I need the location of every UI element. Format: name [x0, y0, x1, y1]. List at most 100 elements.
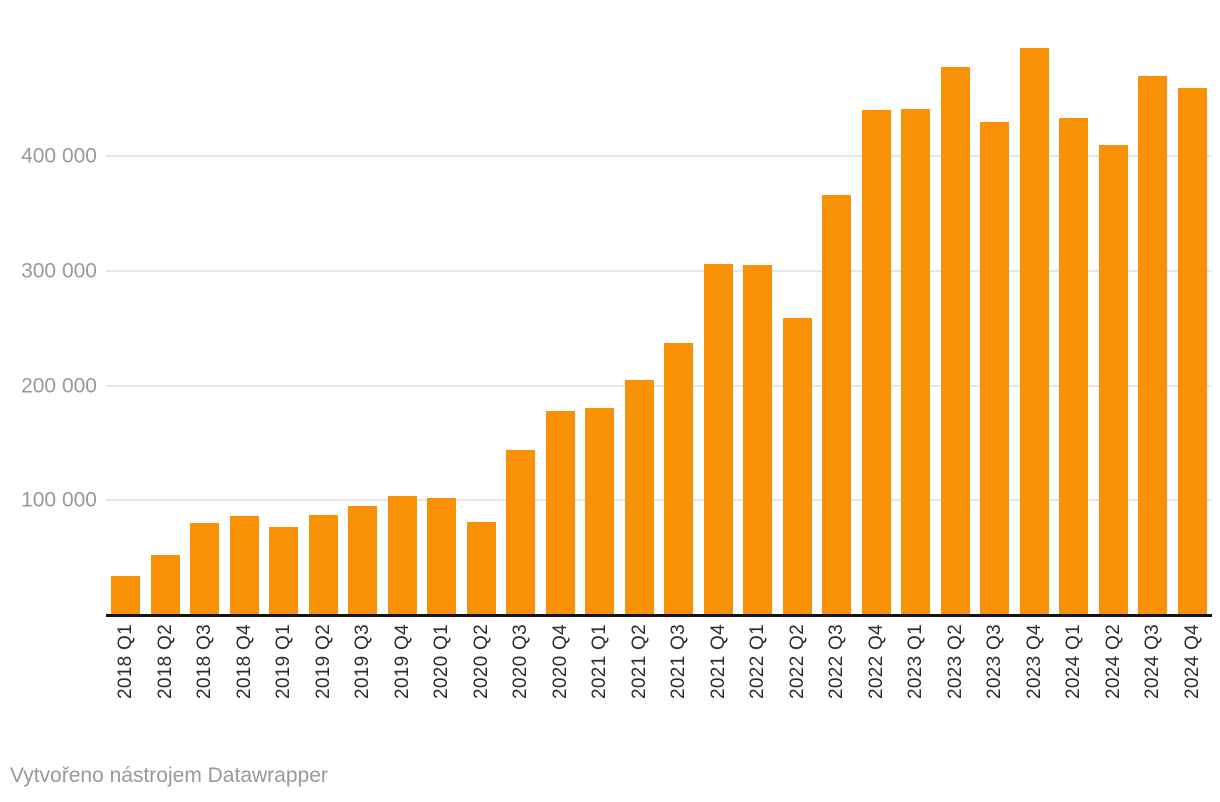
x-tick-label: 2022 Q1: [747, 624, 769, 699]
x-tick-label: 2019 Q3: [352, 624, 374, 699]
x-tick-cell: 2024 Q4: [1173, 624, 1213, 699]
x-tick-label: 2021 Q3: [668, 624, 690, 699]
x-tick-label: 2023 Q4: [1023, 624, 1045, 699]
bar-cell: [659, 0, 699, 615]
x-tick-label: 2020 Q4: [549, 624, 571, 699]
bar-2020-Q3: [506, 449, 536, 615]
bar-cell: [225, 0, 265, 615]
bar-cell: [699, 0, 739, 615]
x-tick-cell: 2020 Q4: [541, 624, 581, 699]
x-tick-label: 2020 Q1: [431, 624, 453, 699]
bar-cell: [1133, 0, 1173, 615]
x-tick-label: 2018 Q2: [154, 624, 176, 699]
x-tick-cell: 2024 Q1: [1054, 624, 1094, 699]
x-tick-cell: 2020 Q3: [501, 624, 541, 699]
x-tick-cell: 2018 Q2: [146, 624, 186, 699]
x-tick-label: 2018 Q1: [115, 624, 137, 699]
gridline-400000: [106, 155, 1212, 157]
x-tick-label: 2023 Q1: [905, 624, 927, 699]
x-tick-label: 2021 Q1: [589, 624, 611, 699]
x-tick-cell: 2020 Q1: [422, 624, 462, 699]
bar-2019-Q3: [348, 506, 378, 615]
y-tick-label: 200 000: [21, 374, 97, 397]
bar-cell: [304, 0, 344, 615]
x-tick-cell: 2023 Q2: [936, 624, 976, 699]
x-tick-cell: 2019 Q4: [383, 624, 423, 699]
x-tick-label: 2018 Q4: [233, 624, 255, 699]
x-tick-cell: 2019 Q1: [264, 624, 304, 699]
x-tick-label: 2023 Q3: [984, 624, 1006, 699]
attribution-text: Vytvořeno nástrojem Datawrapper: [10, 764, 328, 787]
bar-cell: [738, 0, 778, 615]
bar-cell: [1173, 0, 1213, 615]
bar-2023-Q1: [901, 109, 931, 615]
x-tick-label: 2023 Q2: [944, 624, 966, 699]
x-tick-label: 2022 Q4: [865, 624, 887, 699]
x-tick-cell: 2024 Q2: [1094, 624, 1134, 699]
x-tick-cell: 2022 Q1: [738, 624, 778, 699]
x-tick-label: 2024 Q2: [1102, 624, 1124, 699]
x-tick-cell: 2018 Q4: [225, 624, 265, 699]
bar-2019-Q2: [308, 515, 338, 615]
gridline-100000: [106, 499, 1212, 502]
bar-2018-Q1: [111, 576, 141, 615]
bar-cell: [541, 0, 581, 615]
y-tick-label: 300 000: [21, 259, 97, 283]
x-tick-label: 2019 Q1: [273, 624, 295, 699]
bar-cell: [106, 0, 146, 615]
x-tick-cell: 2021 Q1: [580, 624, 620, 699]
bar-2021-Q1: [585, 408, 615, 615]
bar-2021-Q4: [703, 263, 733, 615]
x-tick-label: 2024 Q3: [1142, 624, 1164, 699]
bar-cell: [857, 0, 897, 615]
x-tick-label: 2019 Q2: [312, 624, 334, 699]
x-tick-cell: 2023 Q3: [975, 624, 1015, 699]
bar-2020-Q4: [545, 410, 575, 615]
bar-cell: [501, 0, 541, 615]
bar-cell: [343, 0, 383, 615]
bar-2022-Q2: [782, 317, 812, 615]
x-tick-cell: 2019 Q3: [343, 624, 383, 699]
bar-cell: [185, 0, 225, 615]
x-axis-labels: 2018 Q1 2018 Q2 2018 Q3 2018 Q4 2019 Q1 2019 …: [106, 624, 1212, 699]
bar-cell: [936, 0, 976, 615]
bar-2023-Q2: [940, 66, 970, 615]
bar-2018-Q3: [190, 523, 220, 615]
x-tick-cell: 2020 Q2: [462, 624, 502, 699]
x-tick-label: 2021 Q4: [707, 624, 729, 699]
bar-2022-Q1: [743, 265, 773, 615]
gridline-300000: [106, 269, 1212, 272]
bar-2021-Q3: [664, 343, 694, 615]
bar-cell: [383, 0, 423, 615]
gridline-200000: [106, 384, 1212, 387]
y-tick-label: 400 000: [21, 144, 97, 168]
x-tick-label: 2019 Q4: [391, 624, 413, 699]
x-tick-cell: 2021 Q2: [620, 624, 660, 699]
x-axis-line: [106, 614, 1212, 617]
y-tick-label: 100 000: [21, 488, 97, 512]
bar-cell: [146, 0, 186, 615]
bar-cell: [975, 0, 1015, 615]
bar-2024-Q4: [1177, 88, 1207, 615]
bar-2022-Q4: [861, 110, 891, 615]
bar-cell: [1054, 0, 1094, 615]
x-tick-label: 2024 Q4: [1181, 624, 1203, 699]
bar-cell: [896, 0, 936, 615]
x-tick-cell: 2018 Q1: [106, 624, 146, 699]
x-tick-cell: 2023 Q1: [896, 624, 936, 699]
bar-2024-Q2: [1098, 144, 1128, 615]
bar-2021-Q2: [624, 379, 654, 615]
x-tick-cell: 2021 Q4: [699, 624, 739, 699]
bar-2023-Q3: [980, 121, 1010, 615]
x-tick-label: 2024 Q1: [1063, 624, 1085, 699]
bar-2022-Q3: [822, 195, 852, 615]
bar-cell: [1094, 0, 1134, 615]
x-tick-cell: 2024 Q3: [1133, 624, 1173, 699]
bar-2019-Q1: [269, 526, 299, 615]
bar-cell: [778, 0, 818, 615]
x-tick-cell: 2021 Q3: [659, 624, 699, 699]
x-tick-cell: 2019 Q2: [304, 624, 344, 699]
x-tick-cell: 2022 Q4: [857, 624, 897, 699]
bar-2024-Q3: [1138, 75, 1168, 615]
x-tick-label: 2021 Q2: [628, 624, 650, 699]
